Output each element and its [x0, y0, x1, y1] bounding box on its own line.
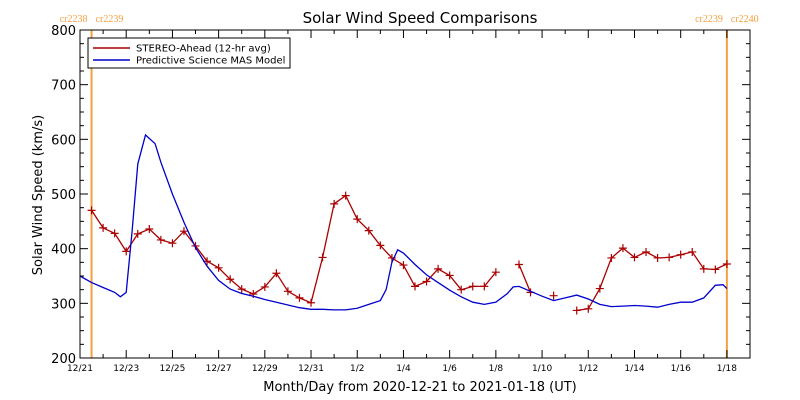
- x-tick-label-6: 1/2: [350, 364, 364, 374]
- series-0-point-0-15: [260, 282, 269, 291]
- x-tick-label-11: 1/12: [578, 364, 598, 374]
- series-0-point-3-12: [711, 265, 720, 274]
- series-layer: [79, 133, 731, 315]
- series-0-point-3-6: [642, 247, 651, 256]
- x-tick-label-7: 1/4: [396, 364, 411, 374]
- series-0-point-0-31: [445, 271, 454, 280]
- series-0-point-0-17: [283, 287, 292, 296]
- boundary-left-label-0: cr2238: [60, 14, 88, 25]
- series-0-point-0-19: [307, 298, 316, 307]
- series-0-point-0-13: [237, 285, 246, 294]
- series-0-point-3-9: [676, 250, 685, 259]
- boundary-right-label-0: cr2239: [96, 14, 124, 25]
- y-tick-label-6: 800: [51, 24, 76, 39]
- series-0-point-3-8: [665, 253, 674, 262]
- boundary-left-label-1: cr2239: [695, 14, 723, 25]
- y-tick-label-5: 700: [51, 79, 76, 94]
- series-0-point-0-23: [353, 215, 362, 224]
- series-0-line-1: [518, 264, 532, 293]
- series-0-point-0-24: [364, 226, 373, 235]
- x-tick-label-14: 1/18: [717, 364, 737, 374]
- series-0-point-3-0: [572, 306, 581, 315]
- y-axis-label: Solar Wind Speed (km/s): [31, 115, 46, 275]
- carrington-boundaries: cr2238 cr2239 cr2239 cr2240: [60, 14, 759, 358]
- x-axis-label: Month/Day from 2020-12-21 to 2021-01-18 …: [263, 380, 576, 395]
- x-tick-label-2: 12/25: [159, 364, 185, 374]
- series-0-point-0-7: [168, 239, 177, 248]
- series-0-point-3-5: [630, 253, 639, 262]
- plot-frame: [79, 29, 751, 359]
- series-0-line-0: [91, 194, 497, 304]
- series-0-point-0-12: [226, 275, 235, 284]
- x-tick-label-4: 12/29: [252, 364, 278, 374]
- series-0-point-3-13: [722, 259, 731, 268]
- series-1-line-0: [79, 133, 728, 311]
- series-0-point-0-18: [295, 293, 304, 302]
- series-0-point-3-7: [653, 253, 662, 262]
- series-0-point-0-35: [491, 268, 500, 277]
- series-0-point-0-8: [179, 227, 188, 236]
- axes: 200 300 400 500 600 700 800 12/21 12/23 12/25 12/2…: [51, 24, 751, 374]
- series-0-point-3-3: [607, 253, 616, 262]
- x-tick-label-1: 12/23: [113, 364, 139, 374]
- boundary-right-label-1: cr2240: [731, 14, 759, 25]
- series-0-point-0-32: [457, 285, 466, 294]
- y-tick-label-4: 600: [51, 133, 76, 148]
- y-tick-label-2: 400: [51, 243, 76, 258]
- x-tick-label-12: 1/14: [624, 364, 644, 374]
- series-0-point-0-6: [156, 235, 165, 244]
- series-0-point-0-25: [376, 241, 385, 250]
- series-0-point-0-11: [214, 263, 223, 272]
- series-0-point-0-2: [110, 229, 119, 238]
- series-0-point-0-3: [122, 247, 131, 256]
- series-0-point-0-20: [318, 253, 327, 262]
- series-0-point-3-2: [595, 284, 604, 293]
- series-0-point-3-1: [584, 304, 593, 313]
- series-0-point-0-1: [99, 223, 108, 232]
- series-0-point-0-21: [330, 199, 339, 208]
- y-tick-label-0: 200: [51, 352, 76, 367]
- series-0-point-0-34: [480, 282, 489, 291]
- x-tick-label-8: 1/6: [442, 364, 457, 374]
- series-0-point-0-16: [272, 269, 281, 278]
- series-0-point-3-4: [618, 244, 627, 253]
- series-0-point-3-11: [699, 264, 708, 273]
- legend: STEREO-Ahead (12-hr avg)Predictive Scien…: [87, 37, 291, 69]
- x-tick-label-9: 1/8: [489, 364, 504, 374]
- series-0-point-3-10: [688, 247, 697, 256]
- series-0-point-0-0: [87, 206, 96, 215]
- legend-box: [87, 37, 291, 69]
- series-0-line-3: [576, 247, 728, 312]
- chart-title: Solar Wind Speed Comparisons: [303, 9, 538, 27]
- x-tick-label-13: 1/16: [671, 364, 691, 374]
- series-0-point-0-28: [411, 282, 419, 291]
- y-tick-label-3: 500: [51, 188, 76, 203]
- series-0-point-0-5: [145, 224, 154, 233]
- series-0-point-0-33: [468, 282, 477, 291]
- legend-label-0: STEREO-Ahead (12-hr avg): [136, 44, 271, 55]
- series-0-point-2-0: [549, 291, 558, 300]
- x-tick-label-0: 12/21: [67, 364, 93, 374]
- series-0-point-0-4: [133, 229, 142, 238]
- series-0-point-0-22: [341, 191, 350, 200]
- x-tick-label-10: 1/10: [532, 364, 552, 374]
- series-0-point-1-0: [514, 260, 523, 269]
- x-tick-label-3: 12/27: [206, 364, 232, 374]
- legend-label-1: Predictive Science MAS Model: [136, 56, 285, 67]
- series-0-point-0-27: [399, 261, 408, 270]
- series-0-point-0-30: [434, 264, 443, 273]
- x-tick-label-5: 12/31: [298, 364, 324, 374]
- y-tick-label-1: 300: [51, 297, 76, 312]
- series-0-point-0-29: [422, 277, 431, 286]
